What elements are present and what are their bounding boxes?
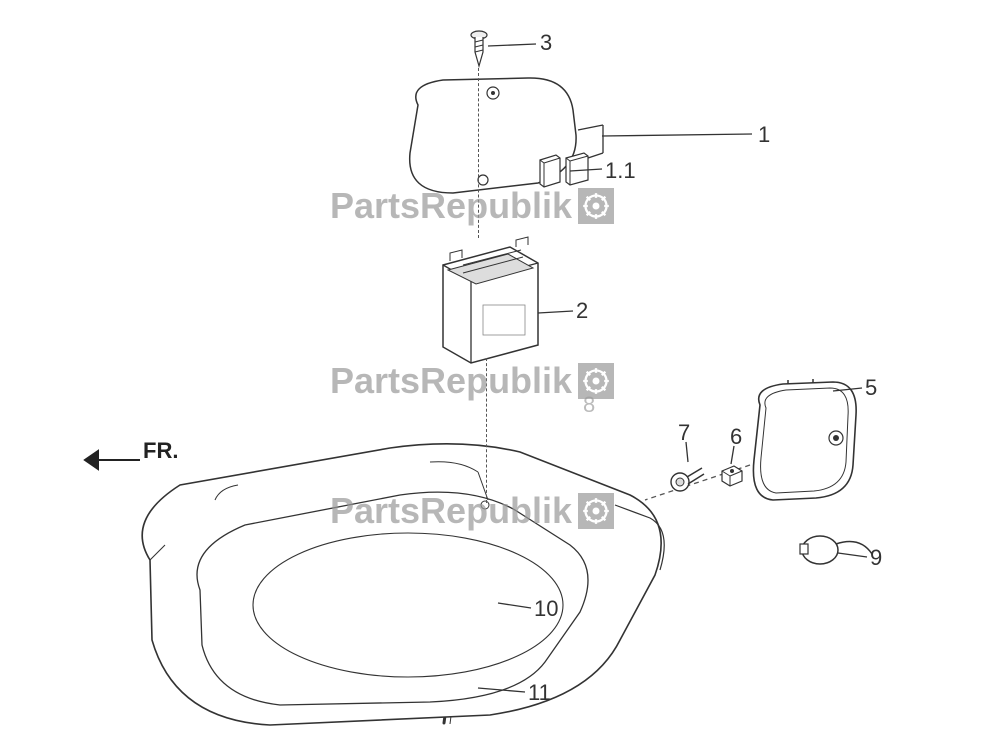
leader-2 — [538, 308, 576, 318]
leader-1 — [602, 130, 757, 142]
diagram-canvas: FR. — [0, 0, 1000, 750]
dash-2 — [486, 358, 487, 503]
callout-9: 9 — [870, 545, 882, 571]
leader-5 — [833, 386, 865, 396]
callout-1: 1 — [758, 122, 770, 148]
dash-1 — [478, 68, 479, 238]
watermark-2: PartsRepublik — [330, 360, 614, 402]
leader-9 — [838, 550, 870, 562]
leader-1-1 — [570, 166, 605, 176]
leader-11 — [478, 685, 528, 697]
leader-6 — [728, 446, 738, 468]
callout-5: 5 — [865, 375, 877, 401]
callout-11: 11 — [528, 680, 551, 706]
part-side-cover — [748, 380, 868, 510]
leader-10 — [498, 600, 534, 612]
part-screw — [470, 30, 488, 68]
part-body — [120, 440, 680, 735]
callout-1-1: 1.1 — [605, 158, 636, 184]
callout-3: 3 — [540, 30, 552, 56]
callout-2: 2 — [576, 298, 588, 324]
leader-3 — [488, 42, 540, 52]
callout-8: 8 — [583, 392, 595, 418]
watermark-text: PartsRepublik — [330, 360, 572, 402]
leader-7 — [682, 442, 692, 466]
callout-10: 10 — [534, 596, 558, 622]
part-battery — [438, 235, 548, 365]
